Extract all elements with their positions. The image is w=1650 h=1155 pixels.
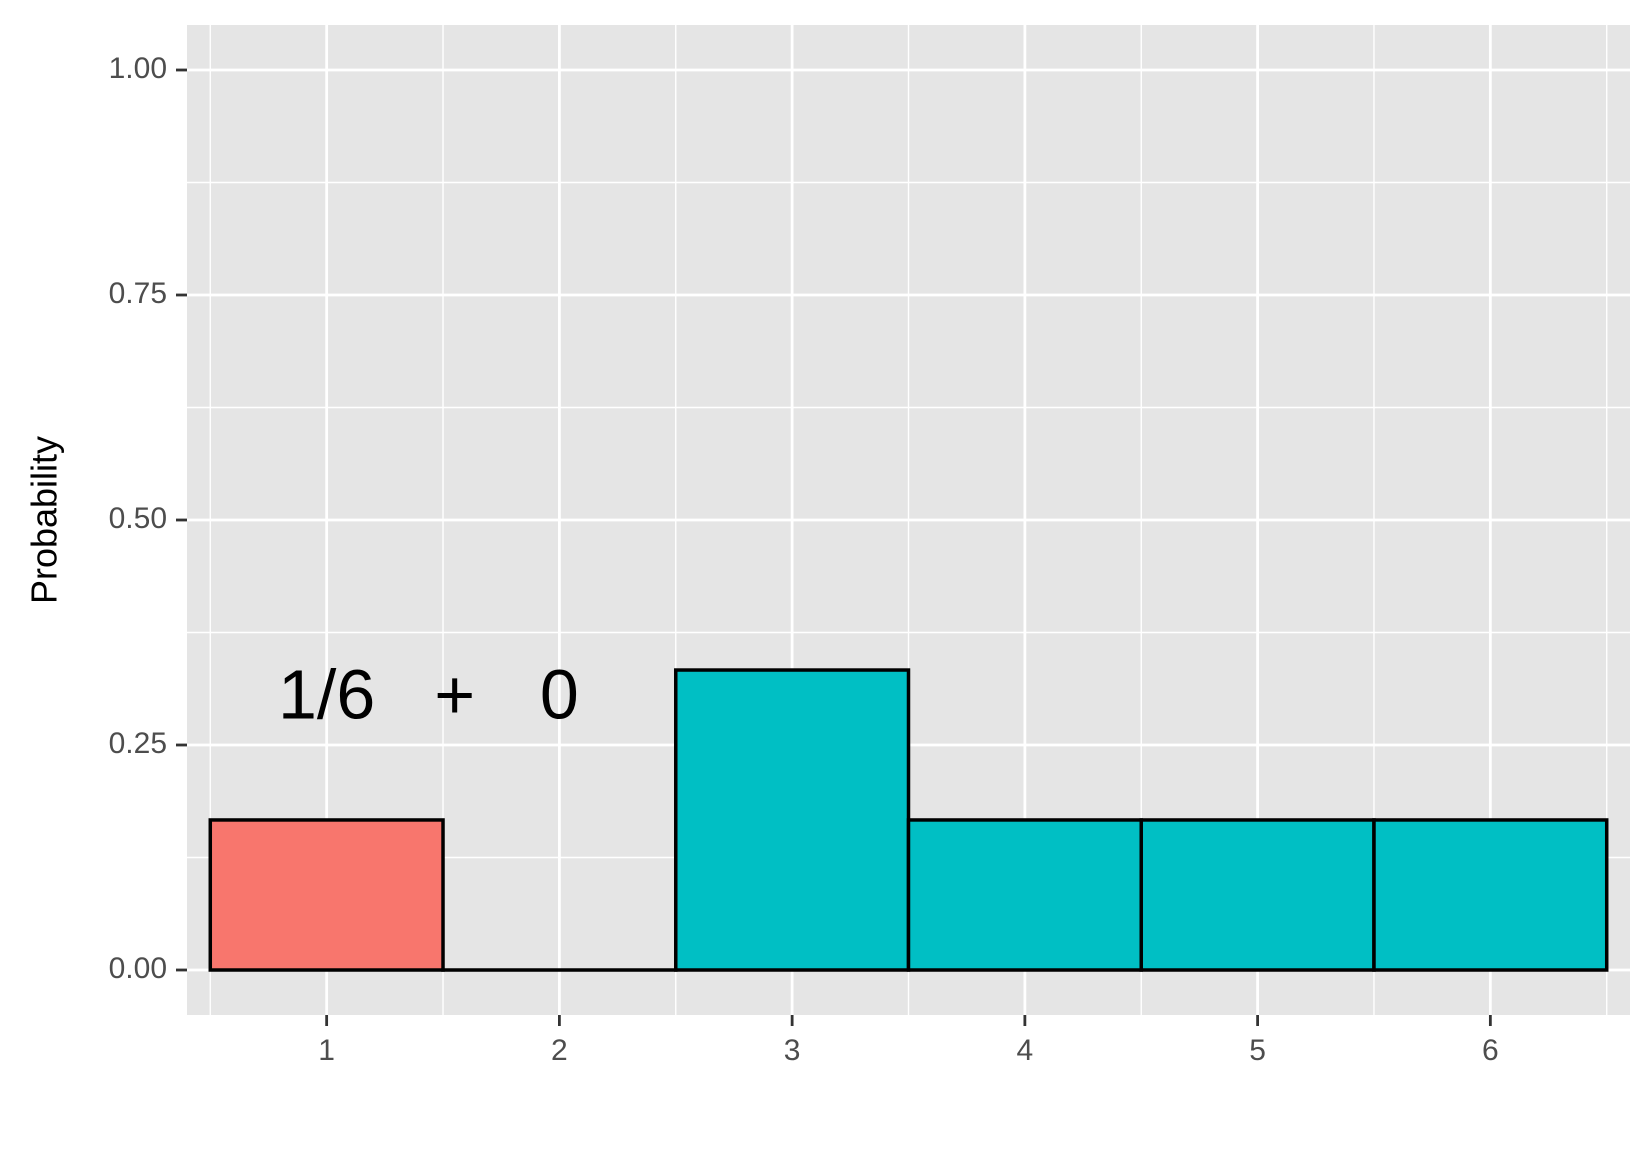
x-tick-label: 4 [1017,1034,1034,1067]
bar-5 [1139,818,1376,972]
y-tick-label: 1.00 [109,52,167,85]
x-tick-label: 2 [551,1034,568,1067]
bar-1 [208,818,445,972]
annotation-label: 1/6 [278,655,375,733]
bar-4 [906,818,1143,972]
x-axis: 1 2 3 4 5 6 [318,1015,1499,1067]
bar-6 [1372,818,1609,972]
y-tick-label: 0.00 [109,952,167,985]
annotation-label: + [434,655,475,733]
annotations: 1/6 +0 [278,655,579,733]
bar-3 [674,668,911,972]
y-tick-label: 0.50 [109,502,167,535]
y-axis-title: Probability [24,436,65,604]
bars [208,668,1609,972]
y-tick-label: 0.25 [109,727,167,760]
x-tick-label: 3 [784,1034,801,1067]
annotation-label: 0 [540,655,579,733]
x-tick-label: 6 [1482,1034,1499,1067]
y-tick-label: 0.75 [109,277,167,310]
x-tick-label: 5 [1249,1034,1266,1067]
y-axis: 0.00 0.25 0.50 0.75 1.00 [109,52,187,985]
x-tick-label: 1 [318,1034,335,1067]
